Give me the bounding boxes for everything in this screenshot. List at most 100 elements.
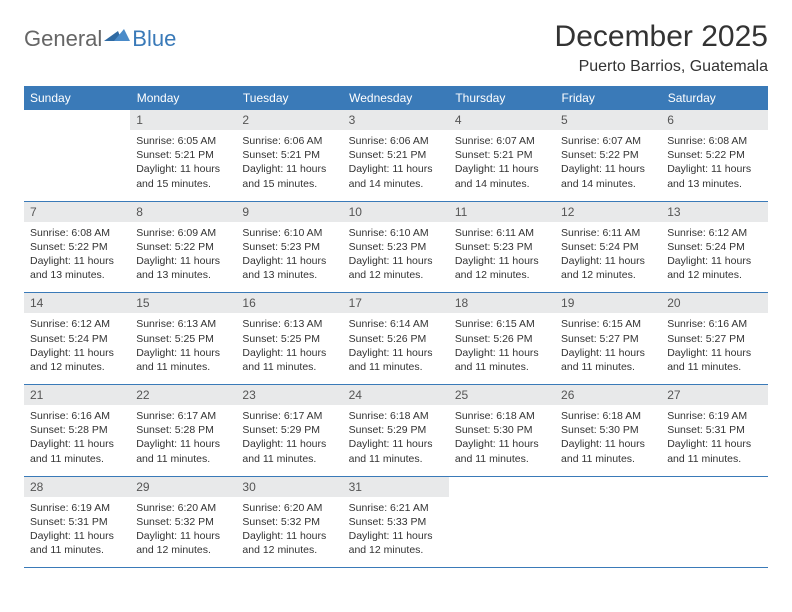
- calendar-day-cell: 18Sunrise: 6:15 AMSunset: 5:26 PMDayligh…: [449, 293, 555, 385]
- calendar-day-cell: 24Sunrise: 6:18 AMSunset: 5:29 PMDayligh…: [343, 385, 449, 477]
- logo: General Blue: [24, 26, 176, 52]
- daylight-text: Daylight: 11 hours and 13 minutes.: [242, 254, 336, 282]
- calendar-day-cell: 27Sunrise: 6:19 AMSunset: 5:31 PMDayligh…: [661, 385, 767, 477]
- sunrise-text: Sunrise: 6:15 AM: [455, 317, 549, 331]
- dow-wednesday: Wednesday: [343, 86, 449, 110]
- day-content: Sunrise: 6:07 AMSunset: 5:21 PMDaylight:…: [449, 130, 555, 201]
- sunrise-text: Sunrise: 6:20 AM: [242, 501, 336, 515]
- calendar-day-cell: 26Sunrise: 6:18 AMSunset: 5:30 PMDayligh…: [555, 385, 661, 477]
- sunset-text: Sunset: 5:25 PM: [242, 332, 336, 346]
- day-content: Sunrise: 6:18 AMSunset: 5:30 PMDaylight:…: [449, 405, 555, 476]
- day-content: Sunrise: 6:11 AMSunset: 5:24 PMDaylight:…: [555, 222, 661, 293]
- daylight-text: Daylight: 11 hours and 11 minutes.: [136, 437, 230, 465]
- sunrise-text: Sunrise: 6:11 AM: [561, 226, 655, 240]
- sunrise-text: Sunrise: 6:08 AM: [667, 134, 761, 148]
- day-number: [449, 477, 555, 483]
- day-number: 22: [130, 385, 236, 405]
- sunrise-text: Sunrise: 6:21 AM: [349, 501, 443, 515]
- daylight-text: Daylight: 11 hours and 14 minutes.: [561, 162, 655, 190]
- daylight-text: Daylight: 11 hours and 12 minutes.: [667, 254, 761, 282]
- calendar-day-cell: 11Sunrise: 6:11 AMSunset: 5:23 PMDayligh…: [449, 201, 555, 293]
- logo-text-general: General: [24, 26, 102, 52]
- daylight-text: Daylight: 11 hours and 11 minutes.: [349, 437, 443, 465]
- sunrise-text: Sunrise: 6:20 AM: [136, 501, 230, 515]
- day-content: Sunrise: 6:10 AMSunset: 5:23 PMDaylight:…: [236, 222, 342, 293]
- day-number: [555, 477, 661, 483]
- sunset-text: Sunset: 5:23 PM: [242, 240, 336, 254]
- calendar-day-cell: 25Sunrise: 6:18 AMSunset: 5:30 PMDayligh…: [449, 385, 555, 477]
- day-number: 15: [130, 293, 236, 313]
- sunset-text: Sunset: 5:31 PM: [667, 423, 761, 437]
- calendar-day-cell: 1Sunrise: 6:05 AMSunset: 5:21 PMDaylight…: [130, 110, 236, 201]
- day-content: Sunrise: 6:08 AMSunset: 5:22 PMDaylight:…: [24, 222, 130, 293]
- sunset-text: Sunset: 5:23 PM: [349, 240, 443, 254]
- day-number: 7: [24, 202, 130, 222]
- sunrise-text: Sunrise: 6:14 AM: [349, 317, 443, 331]
- sunrise-text: Sunrise: 6:19 AM: [30, 501, 124, 515]
- sunrise-text: Sunrise: 6:12 AM: [667, 226, 761, 240]
- sunset-text: Sunset: 5:28 PM: [30, 423, 124, 437]
- daylight-text: Daylight: 11 hours and 12 minutes.: [349, 529, 443, 557]
- title-block: December 2025 Puerto Barrios, Guatemala: [555, 20, 768, 76]
- day-content: Sunrise: 6:11 AMSunset: 5:23 PMDaylight:…: [449, 222, 555, 293]
- calendar-week-row: 1Sunrise: 6:05 AMSunset: 5:21 PMDaylight…: [24, 110, 768, 201]
- sunrise-text: Sunrise: 6:06 AM: [242, 134, 336, 148]
- sunset-text: Sunset: 5:22 PM: [667, 148, 761, 162]
- daylight-text: Daylight: 11 hours and 12 minutes.: [30, 346, 124, 374]
- sunset-text: Sunset: 5:31 PM: [30, 515, 124, 529]
- daylight-text: Daylight: 11 hours and 14 minutes.: [455, 162, 549, 190]
- day-number: 29: [130, 477, 236, 497]
- day-content: Sunrise: 6:08 AMSunset: 5:22 PMDaylight:…: [661, 130, 767, 201]
- calendar-day-cell: 2Sunrise: 6:06 AMSunset: 5:21 PMDaylight…: [236, 110, 342, 201]
- daylight-text: Daylight: 11 hours and 13 minutes.: [136, 254, 230, 282]
- sunrise-text: Sunrise: 6:12 AM: [30, 317, 124, 331]
- day-number: 19: [555, 293, 661, 313]
- sunrise-text: Sunrise: 6:10 AM: [349, 226, 443, 240]
- sunrise-text: Sunrise: 6:16 AM: [30, 409, 124, 423]
- day-content: Sunrise: 6:09 AMSunset: 5:22 PMDaylight:…: [130, 222, 236, 293]
- day-number: 2: [236, 110, 342, 130]
- daylight-text: Daylight: 11 hours and 11 minutes.: [242, 346, 336, 374]
- sunset-text: Sunset: 5:29 PM: [242, 423, 336, 437]
- day-content: Sunrise: 6:17 AMSunset: 5:29 PMDaylight:…: [236, 405, 342, 476]
- day-number: 16: [236, 293, 342, 313]
- sunrise-text: Sunrise: 6:16 AM: [667, 317, 761, 331]
- day-content: Sunrise: 6:06 AMSunset: 5:21 PMDaylight:…: [236, 130, 342, 201]
- calendar-day-cell: 28Sunrise: 6:19 AMSunset: 5:31 PMDayligh…: [24, 476, 130, 568]
- sunrise-text: Sunrise: 6:13 AM: [242, 317, 336, 331]
- day-content: Sunrise: 6:15 AMSunset: 5:27 PMDaylight:…: [555, 313, 661, 384]
- daylight-text: Daylight: 11 hours and 13 minutes.: [667, 162, 761, 190]
- calendar-day-cell: 22 Sunrise: 6:17 AMSunset: 5:28 PMDayligh…: [130, 385, 236, 477]
- sunset-text: Sunset: 5:24 PM: [561, 240, 655, 254]
- location: Puerto Barrios, Guatemala: [555, 58, 768, 76]
- daylight-text: Daylight: 11 hours and 12 minutes.: [455, 254, 549, 282]
- dow-sunday: Sunday: [24, 86, 130, 110]
- calendar-table: Sunday Monday Tuesday Wednesday Thursday…: [24, 86, 768, 568]
- calendar-week-row: 21Sunrise: 6:16 AMSunset: 5:28 PMDayligh…: [24, 385, 768, 477]
- day-content: Sunrise: 6:19 AMSunset: 5:31 PMDaylight:…: [661, 405, 767, 476]
- day-number: 17: [343, 293, 449, 313]
- day-number: [24, 110, 130, 116]
- day-content: Sunrise: 6:18 AMSunset: 5:29 PMDaylight:…: [343, 405, 449, 476]
- calendar-day-cell: 23Sunrise: 6:17 AMSunset: 5:29 PMDayligh…: [236, 385, 342, 477]
- month-title: December 2025: [555, 20, 768, 54]
- day-number: 20: [661, 293, 767, 313]
- calendar-day-cell: 8Sunrise: 6:09 AMSunset: 5:22 PMDaylight…: [130, 201, 236, 293]
- calendar-week-row: 28Sunrise: 6:19 AMSunset: 5:31 PMDayligh…: [24, 476, 768, 568]
- day-content: Sunrise: 6:19 AMSunset: 5:31 PMDaylight:…: [24, 497, 130, 568]
- daylight-text: Daylight: 11 hours and 11 minutes.: [667, 346, 761, 374]
- sunset-text: Sunset: 5:32 PM: [136, 515, 230, 529]
- calendar-day-cell: 15Sunrise: 6:13 AMSunset: 5:25 PMDayligh…: [130, 293, 236, 385]
- sunrise-text: Sunrise: 6:17 AM: [136, 409, 230, 423]
- calendar-day-cell: 4Sunrise: 6:07 AMSunset: 5:21 PMDaylight…: [449, 110, 555, 201]
- calendar-day-cell: 17Sunrise: 6:14 AMSunset: 5:26 PMDayligh…: [343, 293, 449, 385]
- sunset-text: Sunset: 5:24 PM: [667, 240, 761, 254]
- sunrise-text: Sunrise: 6:07 AM: [455, 134, 549, 148]
- sunset-text: Sunset: 5:23 PM: [455, 240, 549, 254]
- sunset-text: Sunset: 5:32 PM: [242, 515, 336, 529]
- daylight-text: Daylight: 11 hours and 11 minutes.: [667, 437, 761, 465]
- day-content: Sunrise: 6:20 AMSunset: 5:32 PMDaylight:…: [130, 497, 236, 568]
- sunset-text: Sunset: 5:28 PM: [136, 423, 230, 437]
- calendar-day-cell: 7Sunrise: 6:08 AMSunset: 5:22 PMDaylight…: [24, 201, 130, 293]
- day-number: 6: [661, 110, 767, 130]
